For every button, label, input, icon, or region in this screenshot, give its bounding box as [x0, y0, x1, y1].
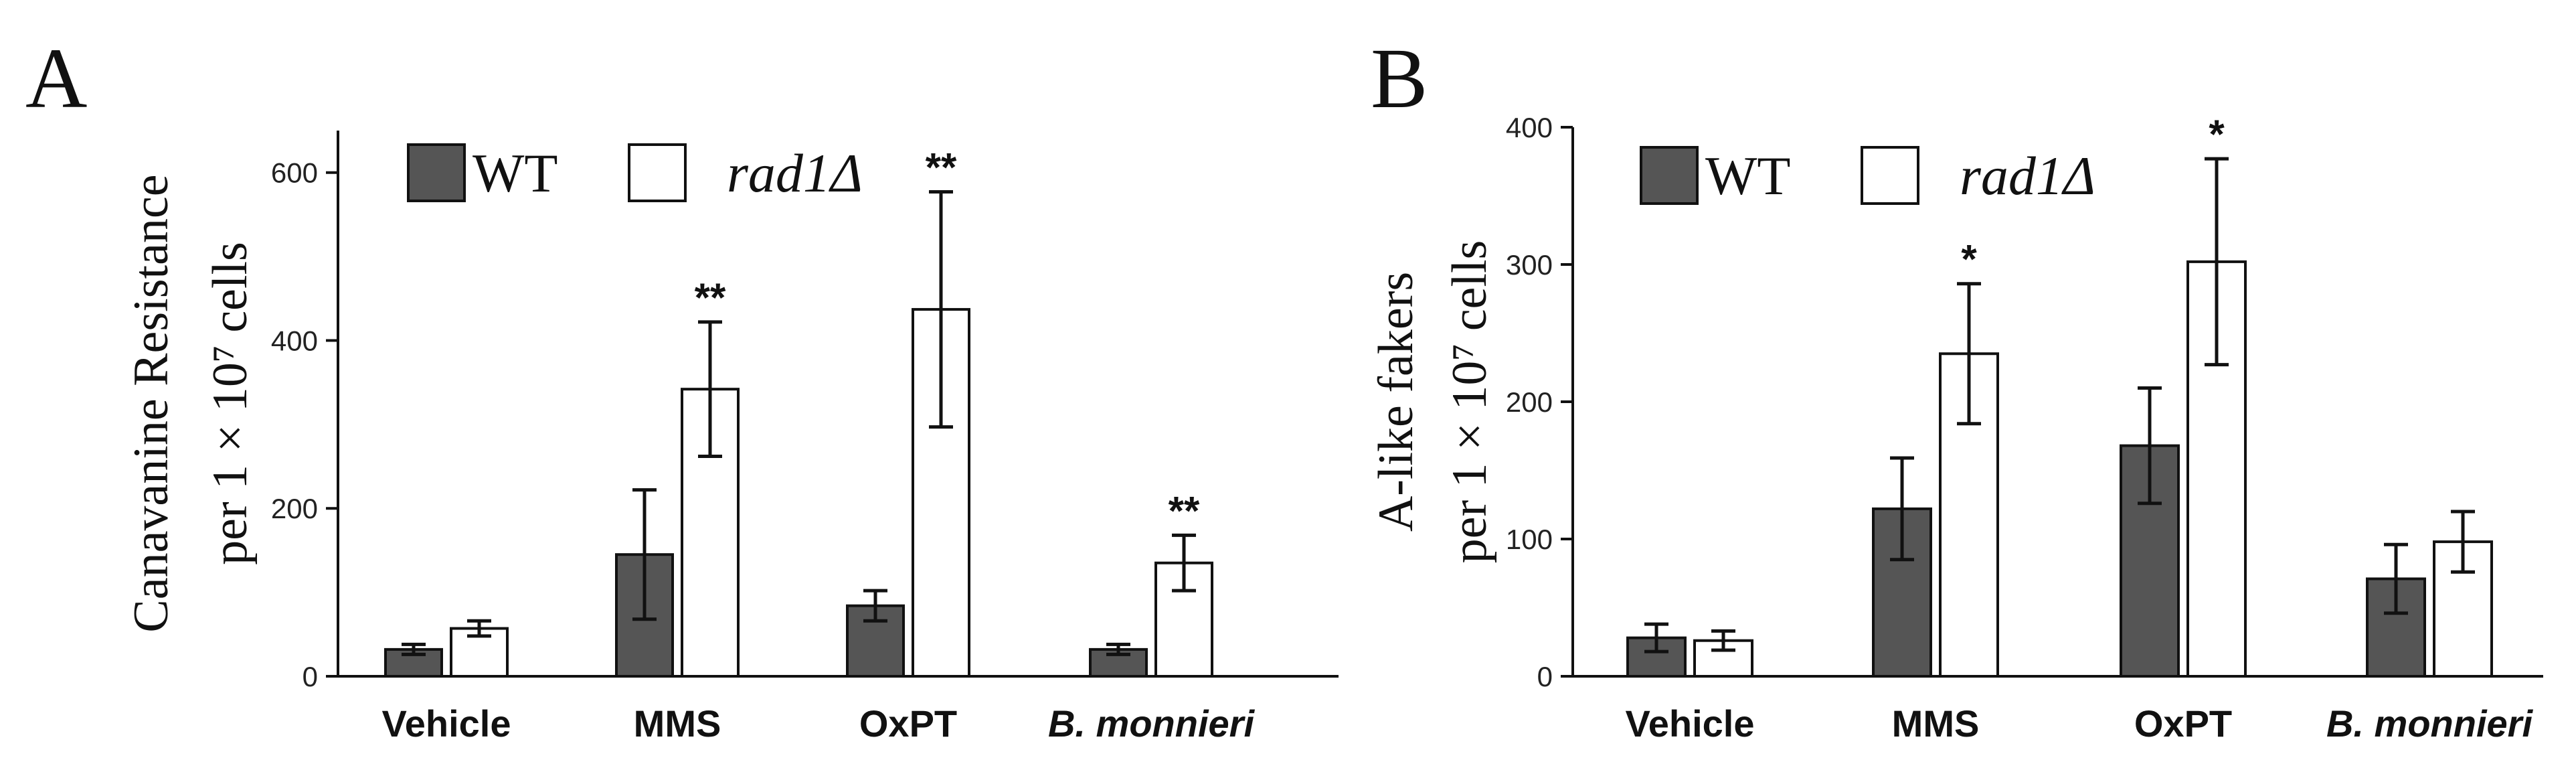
legend-label-wt: WT: [1705, 145, 1790, 206]
legend-label-rad1: rad1Δ: [727, 143, 863, 204]
legend: WT rad1Δ: [1640, 145, 2095, 206]
x-tick-label-vehicle: Vehicle: [381, 702, 511, 745]
y-tick-label-400: 400: [1506, 112, 1553, 143]
panel-a: A 0 200 400 600 Vehicle MMS OxPT B. monnieri Can…: [25, 31, 1339, 745]
legend-swatch-rad1: [1861, 146, 1919, 205]
y-tick-label-600: 600: [271, 157, 318, 189]
significance-b-monnieri: **: [1169, 488, 1200, 533]
y-tick-label-400: 400: [271, 325, 318, 356]
chart-a: 0 200 400 600 Vehicle MMS OxPT B. monnieri Canav…: [124, 131, 1339, 745]
y-axis-label-line-1: A-like fakers: [1369, 272, 1424, 532]
error-bar-rad1-b-monnieri: [2451, 510, 2475, 574]
significance-mms: *: [1961, 237, 1977, 282]
error-bar-wt-vehicle: [1644, 622, 1668, 654]
error-bar-rad1-oxpt: [929, 190, 953, 429]
x-tick-label-oxpt: OxPT: [859, 702, 957, 745]
error-bar-wt-b-monnieri: [2384, 542, 2408, 615]
legend-swatch-wt: [407, 143, 466, 202]
legend-swatch-rad1: [628, 143, 687, 202]
error-bar-wt-b-monnieri: [1106, 642, 1130, 656]
y-tick-label-0: 0: [303, 661, 318, 692]
error-bar-wt-oxpt: [863, 589, 887, 623]
error-bar-wt-mms: [632, 488, 657, 621]
panel-letter-b: B: [1371, 31, 1428, 126]
error-bar-rad1-mms: [1957, 282, 1981, 426]
legend-label-rad1: rad1Δ: [1960, 145, 2095, 206]
x-tick-label-mms: MMS: [634, 702, 721, 745]
x-tick-label-vehicle: Vehicle: [1625, 702, 1754, 745]
x-tick-label-b-monnieri: B. monnieri: [1048, 702, 1255, 745]
error-bar-wt-oxpt: [2138, 386, 2162, 506]
error-bar-wt-mms: [1890, 456, 1914, 562]
y-axis-label-line-2: per 1 × 10⁷ cells: [1442, 240, 1497, 564]
y-axis-label-line-1: Canavanine Resistance: [124, 174, 179, 632]
error-bar-rad1-b-monnieri: [1172, 533, 1196, 593]
significance-mms: **: [695, 275, 726, 320]
x-tick-label-oxpt: OxPT: [2134, 702, 2232, 745]
error-bar-rad1-oxpt: [2205, 157, 2229, 367]
error-bar-rad1-vehicle: [1711, 629, 1735, 652]
significance-oxpt: *: [2209, 112, 2225, 157]
chart-b: 0 100 200 300 400 Vehicle MMS OxPT B. monnieri A-…: [1369, 112, 2543, 745]
y-tick-label-300: 300: [1506, 249, 1553, 281]
x-tick-label-b-monnieri: B. monnieri: [2326, 702, 2533, 745]
y-axis-label-line-2: per 1 × 10⁷ cells: [203, 242, 258, 565]
panel-letter-a: A: [25, 31, 87, 126]
error-bar-rad1-mms: [698, 320, 722, 458]
y-tick-label-200: 200: [271, 493, 318, 524]
panel-b: B 0 100 200 300 400 Vehicle MMS OxPT B. monnieri…: [1369, 31, 2543, 745]
error-bar-wt-vehicle: [402, 642, 426, 656]
y-tick-label-100: 100: [1506, 524, 1553, 555]
significance-oxpt: **: [926, 145, 957, 190]
legend-swatch-wt: [1640, 146, 1699, 205]
legend-label-wt: WT: [473, 143, 557, 204]
legend: WT rad1Δ: [407, 143, 863, 204]
y-tick-label-200: 200: [1506, 386, 1553, 418]
error-bar-rad1-vehicle: [467, 619, 491, 638]
y-tick-label-0: 0: [1537, 661, 1553, 692]
x-tick-label-mms: MMS: [1892, 702, 1980, 745]
